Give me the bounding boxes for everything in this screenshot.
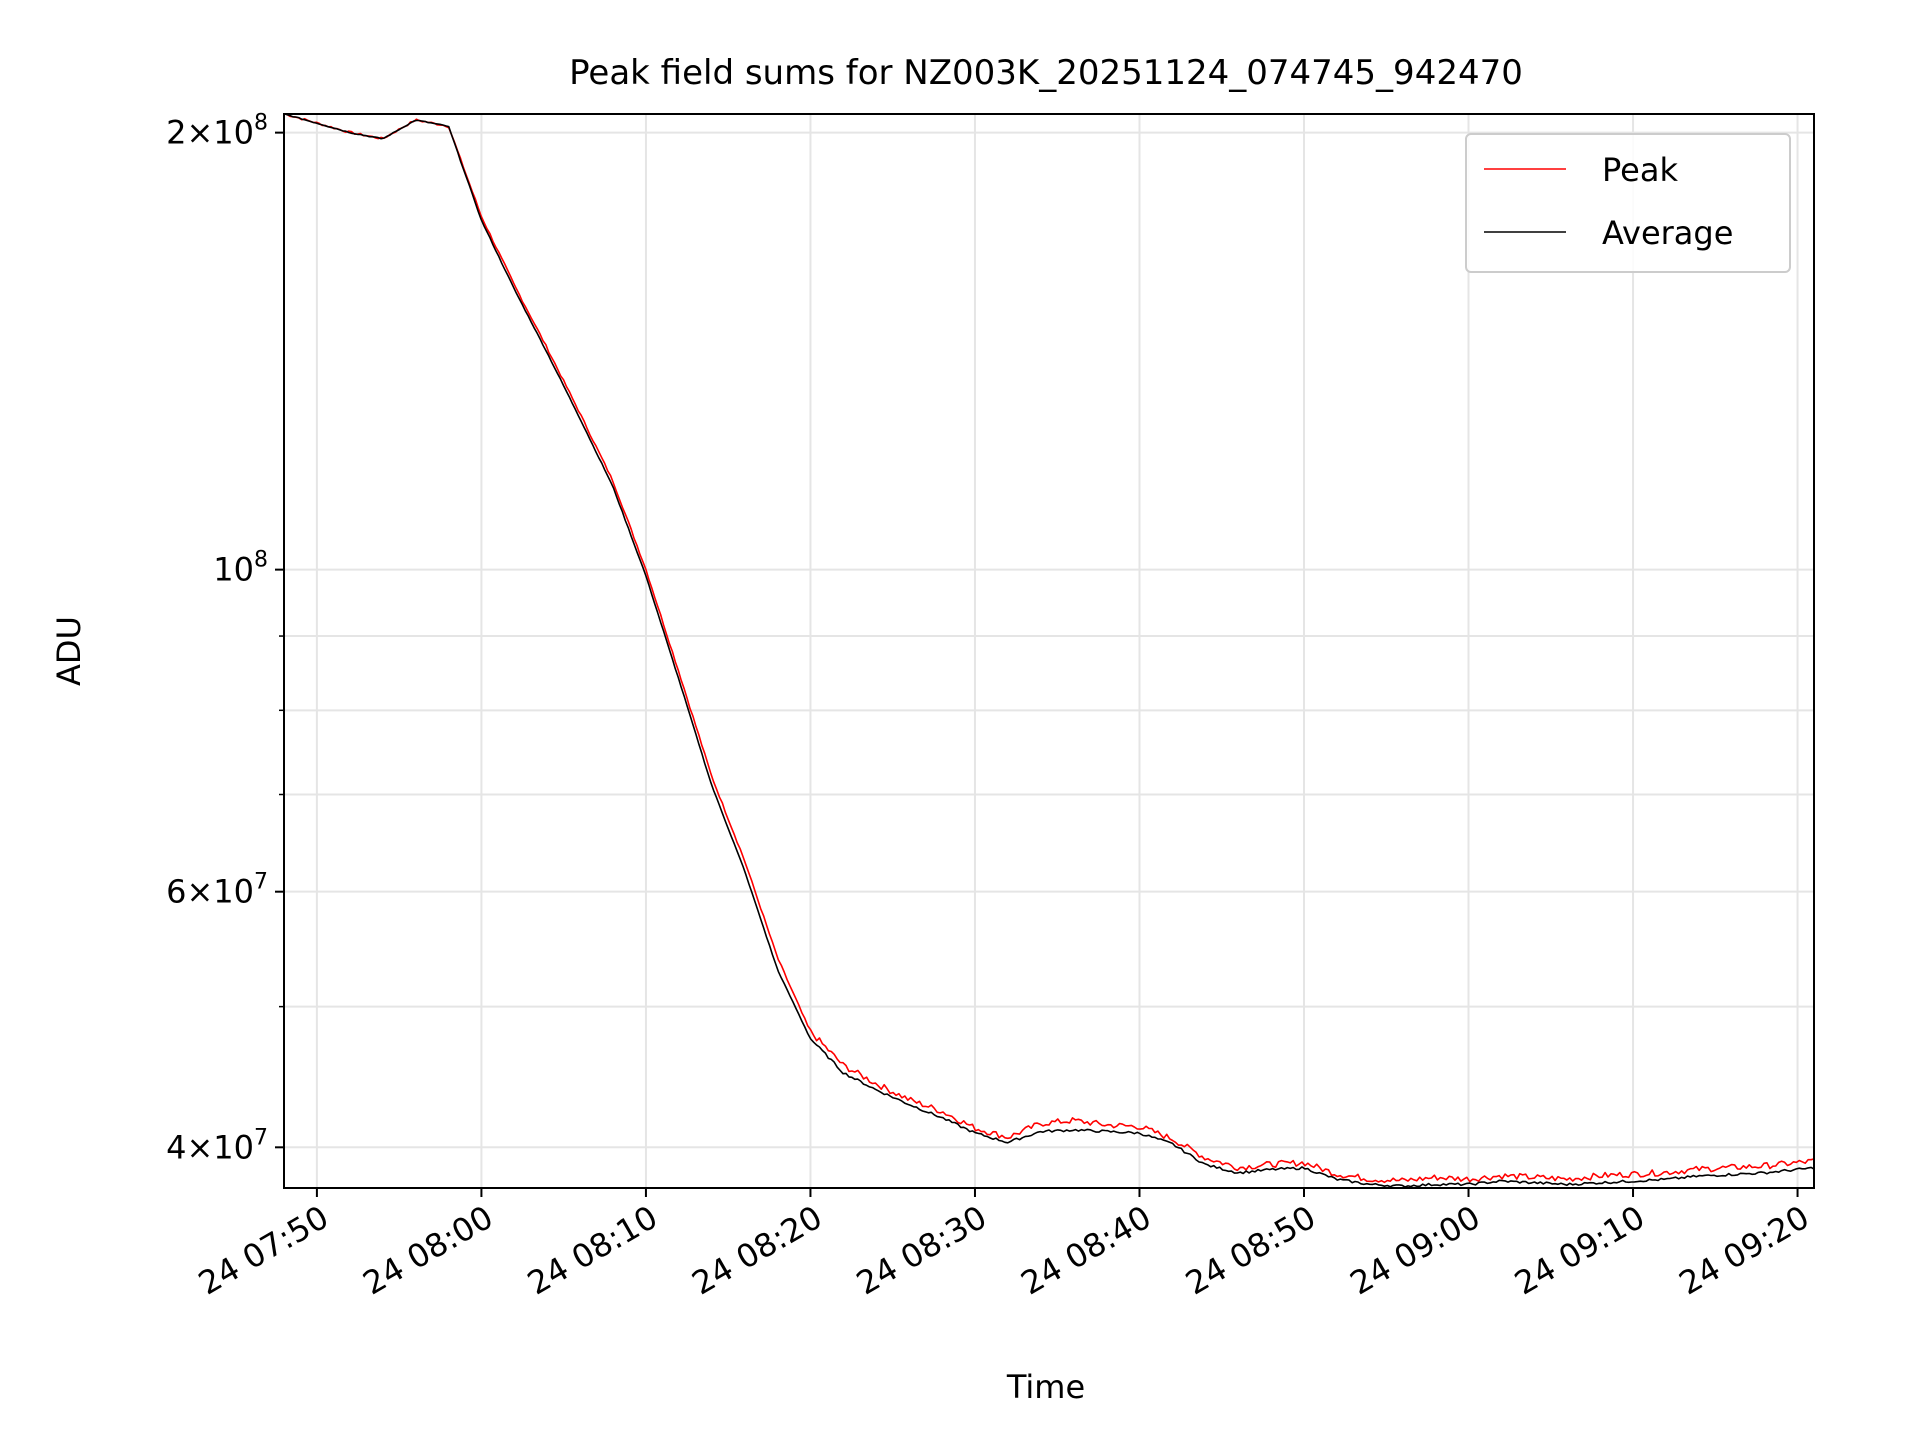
plot-lines [284, 114, 1814, 1188]
chart-title: Peak field sums for NZ003K_20251124_0747… [569, 53, 1523, 93]
legend-average-label: Average [1602, 214, 1733, 252]
plot-frame [283, 113, 1815, 1189]
series-line-peak [284, 114, 1814, 1184]
y-axis-label: ADU [50, 616, 88, 686]
legend-peak-label: Peak [1602, 151, 1678, 189]
y-tick-label: 6×107 [166, 870, 268, 911]
grid [284, 114, 1814, 1188]
series-line-average [284, 114, 1814, 1188]
x-axis-label: Time [1006, 1368, 1085, 1406]
y-tick-label: 2×108 [166, 111, 268, 152]
legend: Peak Average [1465, 133, 1791, 273]
y-tick-label: 4×107 [166, 1125, 268, 1166]
